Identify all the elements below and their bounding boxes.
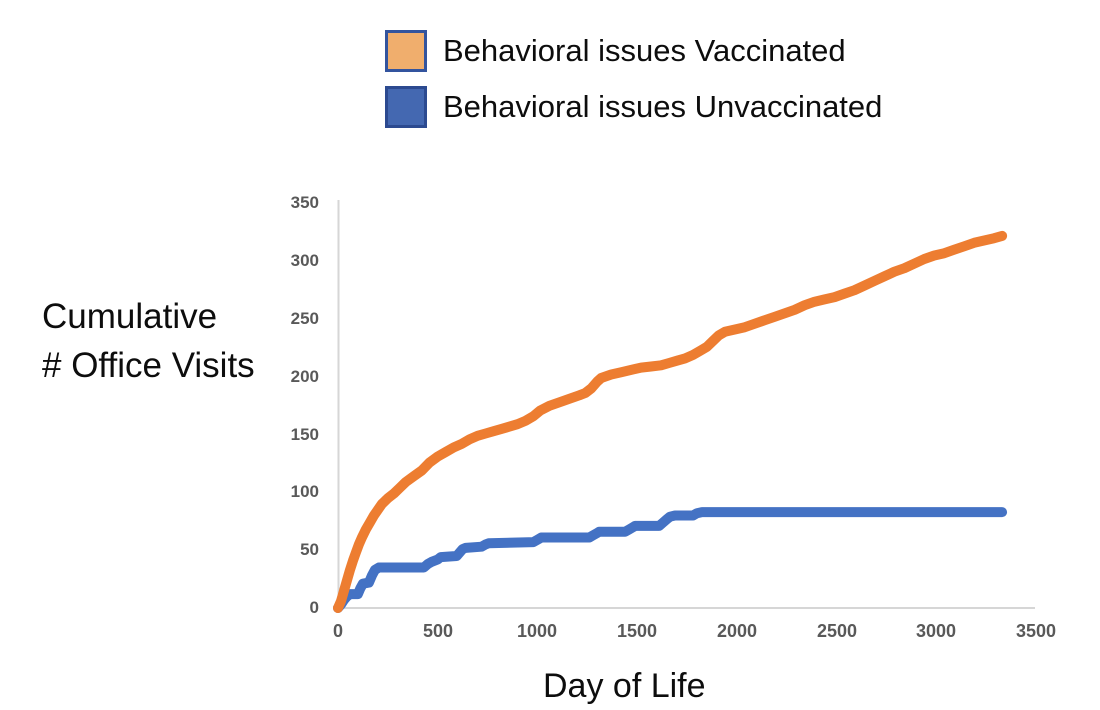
unvaccinated-swatch: [385, 85, 427, 128]
y-axis-title-line1: Cumulative: [42, 297, 218, 336]
y-tick-150: 150: [290, 425, 319, 444]
y-axis-title: Cumulative # Office Visits: [42, 292, 255, 390]
x-tick-0: 0: [332, 621, 343, 641]
x-tick-2000: 2000: [716, 621, 758, 641]
vaccinated-swatch: [385, 29, 427, 72]
y-tick-350: 350: [290, 193, 319, 212]
x-tick-3000: 3000: [915, 621, 957, 641]
x-tick-1500: 1500: [616, 621, 658, 641]
y-tick-250: 250: [290, 309, 319, 328]
legend-label-vaccinated: Behavioral issues Vaccinated: [443, 33, 846, 68]
unvaccinated-line: [333, 507, 1008, 613]
y-tick-0: 0: [309, 598, 319, 617]
y-tick-300: 300: [290, 251, 319, 270]
legend-label-unvaccinated: Behavioral issues Unvaccinated: [443, 89, 883, 124]
x-tick-3500: 3500: [1015, 621, 1057, 641]
x-tick-1000: 1000: [516, 621, 558, 641]
y-tick-200: 200: [290, 367, 319, 386]
y-tick-100: 100: [290, 482, 319, 501]
legend-item-unvaccinated: Behavioral issues Unvaccinated: [385, 85, 882, 128]
legend-item-vaccinated: Behavioral issues Vaccinated: [385, 29, 846, 72]
y-tick-50: 50: [300, 540, 319, 559]
x-tick-500: 500: [422, 621, 454, 641]
x-axis-title: Day of Life: [543, 667, 706, 705]
x-tick-2500: 2500: [816, 621, 858, 641]
y-axis-title-line2: # Office Visits: [42, 346, 255, 385]
vaccinated-line: [333, 230, 1008, 613]
